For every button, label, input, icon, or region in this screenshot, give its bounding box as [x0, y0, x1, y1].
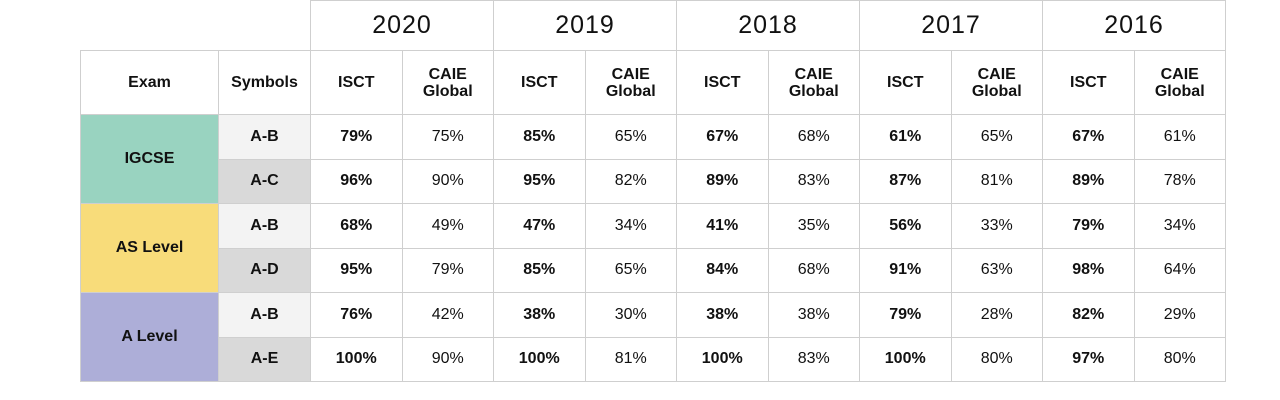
- exam-name-cell: A Level: [80, 292, 219, 382]
- corner-blank: [80, 0, 311, 51]
- caie-global-value-cell: 42%: [401, 292, 494, 338]
- symbol-cell: A-C: [218, 158, 311, 204]
- caie-global-value-cell: 63%: [950, 247, 1043, 293]
- isct-value-cell: 85%: [493, 247, 586, 293]
- year-header: 2020: [310, 0, 494, 51]
- caie-global-value-cell: 81%: [950, 158, 1043, 204]
- caie-global-value-cell: 83%: [767, 336, 860, 382]
- caie-global-value-cell: 75%: [401, 114, 494, 160]
- results-table: 2020 2019 2018 2017 2016 Exam Symbols ISCT CA…: [80, 0, 1226, 382]
- caie-global-value-cell: 80%: [950, 336, 1043, 382]
- isct-value-cell: 89%: [676, 158, 769, 204]
- year-header-row: 2020 2019 2018 2017 2016: [80, 0, 1226, 51]
- caie-global-value-cell: 68%: [767, 247, 860, 293]
- table-row: A Level A-B 76% 42% 38% 30% 38% 38% 79% 28% 82% 29%: [80, 292, 1226, 382]
- isct-value-cell: 100%: [493, 336, 586, 382]
- year-header: 2016: [1042, 0, 1226, 51]
- symbol-cell: A-B: [218, 114, 311, 160]
- caie-global-value-cell: 80%: [1133, 336, 1226, 382]
- symbols-header: Symbols: [218, 50, 311, 115]
- caie-global-header: CAIE Global: [584, 50, 677, 115]
- caie-global-value-cell: 29%: [1133, 292, 1226, 338]
- isct-value-cell: 68%: [310, 203, 403, 249]
- caie-global-value-cell: 79%: [401, 247, 494, 293]
- year-header: 2017: [859, 0, 1043, 51]
- caie-global-value-cell: 61%: [1133, 114, 1226, 160]
- caie-global-value-cell: 49%: [401, 203, 494, 249]
- isct-value-cell: 91%: [859, 247, 952, 293]
- isct-header: ISCT: [310, 50, 403, 115]
- column-header-row: Exam Symbols ISCT CAIE Global ISCT CAIE Globa…: [80, 50, 1226, 115]
- table-row: IGCSE A-B 79% 75% 85% 65% 67% 68% 61% 65% 67% 61%: [80, 114, 1226, 204]
- caie-global-value-cell: 33%: [950, 203, 1043, 249]
- caie-global-value-cell: 34%: [1133, 203, 1226, 249]
- caie-global-value-cell: 65%: [584, 114, 677, 160]
- isct-value-cell: 89%: [1042, 158, 1135, 204]
- isct-value-cell: 41%: [676, 203, 769, 249]
- year-header: 2018: [676, 0, 860, 51]
- isct-value-cell: 38%: [676, 292, 769, 338]
- caie-global-header: CAIE Global: [1133, 50, 1226, 115]
- isct-header: ISCT: [1042, 50, 1135, 115]
- isct-value-cell: 100%: [310, 336, 403, 382]
- isct-value-cell: 100%: [676, 336, 769, 382]
- isct-value-cell: 47%: [493, 203, 586, 249]
- caie-global-value-cell: 90%: [401, 158, 494, 204]
- caie-global-value-cell: 65%: [950, 114, 1043, 160]
- isct-value-cell: 67%: [676, 114, 769, 160]
- caie-global-value-cell: 81%: [584, 336, 677, 382]
- isct-value-cell: 100%: [859, 336, 952, 382]
- table-row: A-E 100% 90% 100% 81% 100% 83% 100% 80% 97% 80%: [81, 336, 1226, 382]
- caie-global-value-cell: 28%: [950, 292, 1043, 338]
- isct-value-cell: 76%: [310, 292, 403, 338]
- caie-global-value-cell: 83%: [767, 158, 860, 204]
- caie-global-value-cell: 90%: [401, 336, 494, 382]
- isct-value-cell: 95%: [310, 247, 403, 293]
- exam-name-cell: IGCSE: [80, 114, 219, 204]
- caie-global-value-cell: 30%: [584, 292, 677, 338]
- isct-value-cell: 87%: [859, 158, 952, 204]
- year-header: 2019: [493, 0, 677, 51]
- table-row: A-D 95% 79% 85% 65% 84% 68% 91% 63% 98% 64%: [81, 247, 1226, 293]
- isct-header: ISCT: [493, 50, 586, 115]
- table-row: A-C 96% 90% 95% 82% 89% 83% 87% 81% 89% 78%: [81, 158, 1226, 204]
- exam-name-cell: AS Level: [80, 203, 219, 293]
- isct-value-cell: 67%: [1042, 114, 1135, 160]
- isct-value-cell: 61%: [859, 114, 952, 160]
- isct-value-cell: 98%: [1042, 247, 1135, 293]
- table-row: AS Level A-B 68% 49% 47% 34% 41% 35% 56% 33% 79% 34…: [80, 203, 1226, 293]
- symbol-cell: A-D: [218, 247, 311, 293]
- caie-global-value-cell: 64%: [1133, 247, 1226, 293]
- caie-global-value-cell: 78%: [1133, 158, 1226, 204]
- isct-value-cell: 97%: [1042, 336, 1135, 382]
- isct-value-cell: 79%: [1042, 203, 1135, 249]
- isct-value-cell: 56%: [859, 203, 952, 249]
- caie-global-value-cell: 82%: [584, 158, 677, 204]
- caie-global-value-cell: 68%: [767, 114, 860, 160]
- isct-header: ISCT: [676, 50, 769, 115]
- isct-value-cell: 96%: [310, 158, 403, 204]
- caie-global-header: CAIE Global: [767, 50, 860, 115]
- isct-value-cell: 82%: [1042, 292, 1135, 338]
- caie-global-value-cell: 38%: [767, 292, 860, 338]
- isct-header: ISCT: [859, 50, 952, 115]
- isct-value-cell: 95%: [493, 158, 586, 204]
- caie-global-value-cell: 35%: [767, 203, 860, 249]
- caie-global-value-cell: 65%: [584, 247, 677, 293]
- caie-global-header: CAIE Global: [401, 50, 494, 115]
- exam-header: Exam: [80, 50, 219, 115]
- isct-value-cell: 85%: [493, 114, 586, 160]
- symbol-cell: A-B: [218, 203, 311, 249]
- caie-global-header: CAIE Global: [950, 50, 1043, 115]
- caie-global-value-cell: 34%: [584, 203, 677, 249]
- isct-value-cell: 79%: [310, 114, 403, 160]
- symbol-cell: A-E: [218, 336, 311, 382]
- isct-value-cell: 84%: [676, 247, 769, 293]
- symbol-cell: A-B: [218, 292, 311, 338]
- isct-value-cell: 79%: [859, 292, 952, 338]
- isct-value-cell: 38%: [493, 292, 586, 338]
